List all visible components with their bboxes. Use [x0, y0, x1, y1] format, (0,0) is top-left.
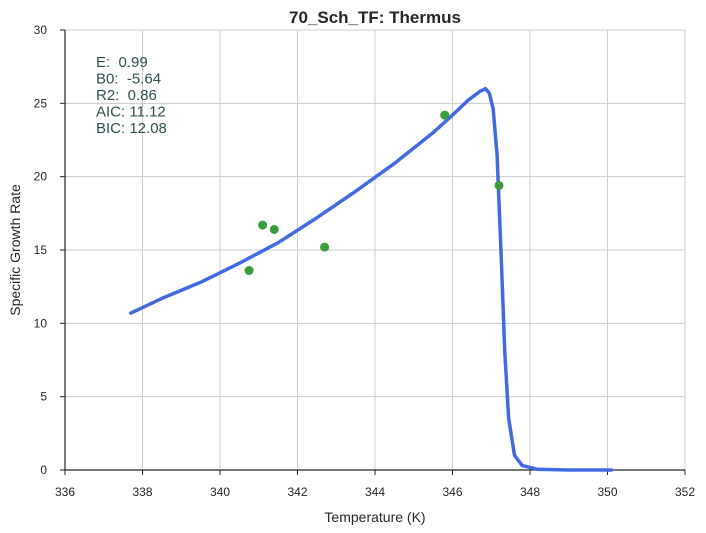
annotation-line: B0: -5.64: [96, 71, 161, 88]
annotation-line: AIC: 11.12: [96, 104, 166, 121]
x-tick-label: 346: [442, 485, 462, 499]
annotation-line: E: 0.99: [96, 54, 148, 71]
y-ticks: 0 5 10 15 20 25 30: [34, 23, 65, 477]
data-point: [320, 242, 330, 252]
x-axis-label: Temperature (K): [324, 509, 425, 525]
y-tick-label: 25: [34, 96, 48, 110]
data-point: [494, 180, 504, 190]
y-tick-label: 20: [34, 170, 48, 184]
annotation-line: BIC: 12.08: [96, 120, 167, 137]
data-point: [269, 224, 279, 234]
x-tick-label: 336: [55, 485, 75, 499]
fit-line: [129, 86, 614, 472]
y-tick-label: 15: [34, 243, 48, 257]
data-point: [244, 266, 254, 276]
x-tick-label: 338: [132, 485, 152, 499]
x-tick-label: 348: [520, 485, 540, 499]
annotation-line: R2: 0.86: [96, 87, 157, 104]
data-point: [258, 220, 268, 230]
chart-title: 70_Sch_TF: Thermus: [289, 8, 461, 27]
x-tick-label: 342: [287, 485, 307, 499]
y-axis-label: Specific Growth Rate: [7, 184, 23, 316]
x-tick-label: 340: [210, 485, 230, 499]
data-point: [440, 110, 450, 120]
x-tick-label: 344: [365, 485, 385, 499]
x-tick-label: 352: [675, 485, 695, 499]
x-tick-label: 350: [597, 485, 617, 499]
grid: [65, 29, 686, 470]
x-ticks: 336 338 340 342 344 346 348 350 352: [55, 470, 695, 499]
y-tick-label: 0: [40, 463, 47, 477]
data-points: [244, 110, 504, 276]
y-tick-label: 5: [40, 390, 47, 404]
y-tick-label: 10: [34, 316, 48, 330]
y-tick-label: 30: [34, 23, 48, 37]
